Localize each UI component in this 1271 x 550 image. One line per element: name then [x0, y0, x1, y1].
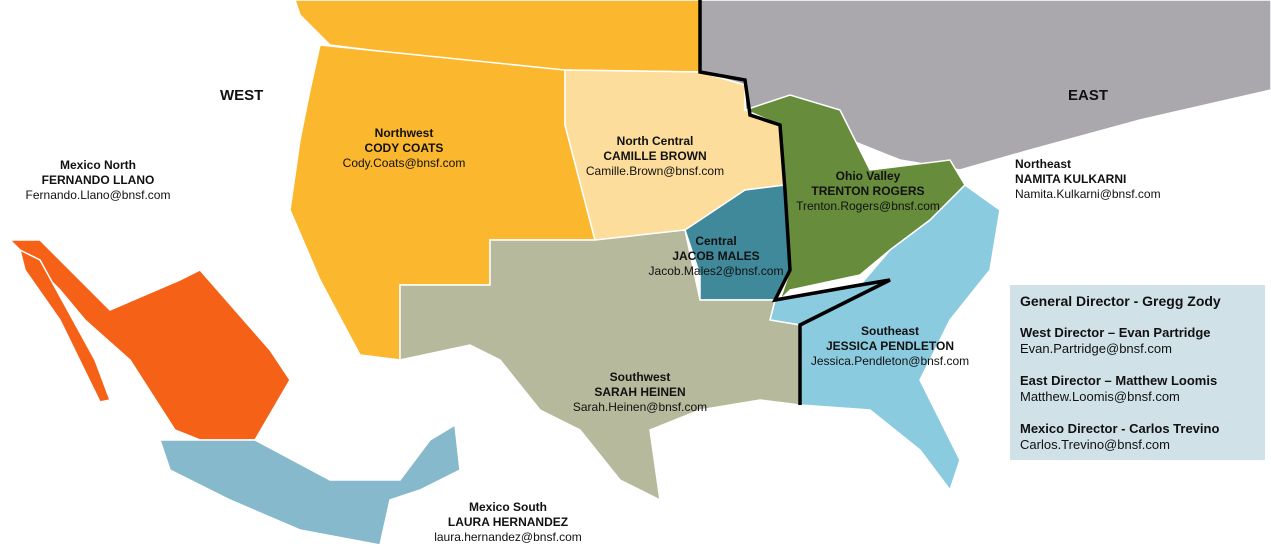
- director-email[interactable]: Evan.Partridge@bnsf.com: [1020, 341, 1172, 356]
- region-label-southwest: Southwest SARAH HEINEN Sarah.Heinen@bnsf.c…: [573, 370, 707, 415]
- region-title: Southeast: [860, 324, 920, 338]
- region-email[interactable]: Jessica.Pendleton@bnsf.com: [810, 354, 970, 368]
- region-manager: FERNANDO LLANO: [41, 173, 155, 187]
- region-email[interactable]: Camille.Brown@bnsf.com: [585, 164, 725, 178]
- region-title: Northwest: [374, 126, 434, 140]
- region-email[interactable]: Cody.Coats@bnsf.com: [342, 156, 466, 170]
- region-manager: JESSICA PENDLETON: [825, 339, 955, 353]
- region-title: Mexico South: [468, 500, 548, 514]
- east-heading: EAST: [1068, 87, 1109, 104]
- region-manager: NAMITA KULKARNI: [1015, 172, 1127, 186]
- region-southeast: [769, 184, 1001, 492]
- region-title: Ohio Valley: [835, 169, 901, 183]
- region-label-southeast: Southeast JESSICA PENDLETON Jessica.Pendle…: [811, 324, 969, 369]
- region-mexico-south: [158, 423, 461, 546]
- director-title: West Director – Evan Partridge: [1020, 325, 1211, 340]
- general-director: General Director - Gregg Zody: [1020, 293, 1221, 309]
- west-heading: WEST: [220, 87, 264, 104]
- region-label-central: Central JACOB MALES Jacob.Males2@bnsf.com: [649, 234, 784, 279]
- region-label-mexico-south: Mexico South LAURA HERNANDEZ laura.hernand…: [434, 500, 582, 545]
- region-label-mexico-north: Mexico North FERNANDO LLANO Fernando.Llano…: [26, 158, 171, 203]
- region-manager: LAURA HERNANDEZ: [447, 515, 569, 529]
- region-manager: TRENTON ROGERS: [811, 184, 925, 198]
- director-title: East Director – Matthew Loomis: [1020, 373, 1218, 388]
- director-email[interactable]: Carlos.Trevino@bnsf.com: [1020, 437, 1170, 452]
- region-mexico-north: [8, 239, 291, 441]
- region-manager: JACOB MALES: [672, 249, 760, 263]
- region-label-northeast: Northeast NAMITA KULKARNI Namita.Kulkarni@…: [1015, 157, 1161, 202]
- director-email[interactable]: Matthew.Loomis@bnsf.com: [1020, 389, 1180, 404]
- region-title: Northeast: [1015, 157, 1072, 171]
- region-title: North Central: [616, 134, 694, 148]
- region-email[interactable]: Jacob.Males2@bnsf.com: [648, 264, 784, 278]
- region-manager: CAMILLE BROWN: [603, 149, 707, 163]
- region-manager: SARAH HEINEN: [594, 385, 686, 399]
- region-mexico-north-baja: [18, 248, 112, 403]
- east-west-boundary: [698, 0, 891, 405]
- directors-panel: General Director - Gregg Zody West Direc…: [1010, 285, 1265, 460]
- region-southwest: [399, 229, 801, 502]
- region-email[interactable]: Trenton.Rogers@bnsf.com: [796, 199, 940, 213]
- region-label-ohio-valley: Ohio Valley TRENTON ROGERS Trenton.Rogers@…: [796, 169, 940, 214]
- region-email[interactable]: laura.hernandez@bnsf.com: [434, 530, 582, 544]
- region-label-northwest: Northwest CODY COATS Cody.Coats@bnsf.com: [343, 126, 466, 171]
- region-title: Central: [695, 234, 737, 248]
- region-email[interactable]: Sarah.Heinen@bnsf.com: [572, 400, 708, 414]
- region-title: Southwest: [609, 370, 671, 384]
- director-title: Mexico Director - Carlos Trevino: [1020, 421, 1220, 436]
- region-email[interactable]: Fernando.Llano@bnsf.com: [25, 188, 171, 202]
- region-label-north-central: North Central CAMILLE BROWN Camille.Brown@…: [586, 134, 724, 179]
- region-email[interactable]: Namita.Kulkarni@bnsf.com: [1015, 187, 1161, 201]
- region-manager: CODY COATS: [364, 141, 444, 155]
- region-title: Mexico North: [59, 158, 136, 172]
